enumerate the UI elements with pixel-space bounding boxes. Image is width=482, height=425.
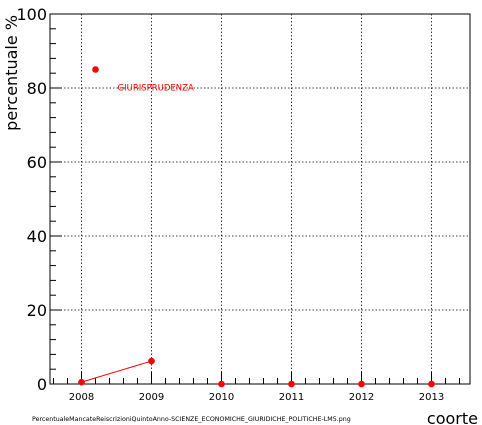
axes	[49, 13, 471, 385]
y-tick-label: 100	[16, 5, 47, 24]
x-axis-ticks: 2008 2009 2010 2011 2012 2013	[53, 372, 460, 403]
y-axis-label: percentuale %	[2, 15, 21, 131]
y-tick-label: 80	[27, 79, 47, 98]
x-tick-label: 2010	[209, 392, 234, 403]
legend-marker	[92, 66, 99, 73]
y-tick-label: 60	[27, 153, 47, 172]
series-layer	[78, 357, 435, 388]
x-tick-label: 2013	[419, 392, 444, 403]
y-tick-label: 20	[27, 301, 47, 320]
plot-frame	[49, 13, 471, 385]
y-tick-label: 0	[37, 375, 47, 394]
x-tick-label: 2012	[349, 392, 374, 403]
data-point	[218, 380, 225, 388]
legend: GIURISPRUDENZA	[92, 66, 194, 94]
grid-lines	[50, 14, 470, 384]
footer-filename: PercentualeMancateReiscrizioniQuintoAnno…	[32, 416, 351, 423]
x-tick-label: 2008	[69, 392, 94, 403]
data-point	[78, 378, 85, 386]
data-point	[148, 357, 155, 365]
x-tick-label: 2011	[279, 392, 304, 403]
y-tick-label: 40	[27, 227, 47, 246]
data-point	[288, 380, 295, 388]
x-axis-label: coorte	[427, 409, 478, 425]
data-point	[428, 380, 435, 388]
legend-label: GIURISPRUDENZA	[118, 84, 194, 94]
y-axis-ticks: 0 20 40 60 80 100	[16, 5, 62, 394]
series-line	[81, 360, 152, 383]
x-tick-label: 2009	[139, 392, 164, 403]
data-point	[358, 380, 365, 388]
